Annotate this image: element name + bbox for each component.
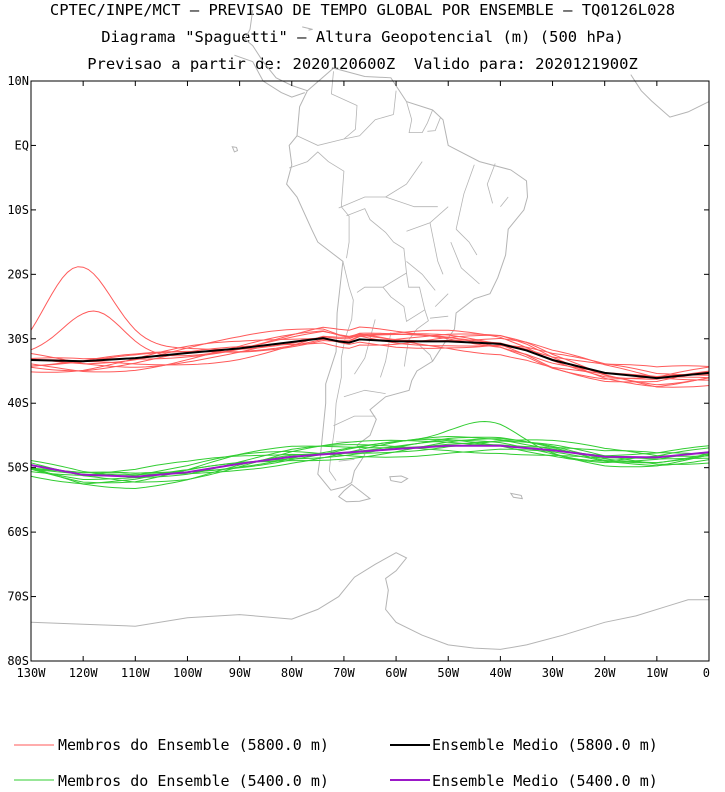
coast-central-america-pacific	[234, 54, 305, 98]
coast-falklands	[389, 475, 409, 484]
border-30	[338, 458, 355, 462]
border-6	[427, 117, 441, 132]
x-tick-label: 40W	[490, 666, 512, 680]
member-5800-10	[30, 337, 710, 376]
coast-greater-antilles	[302, 26, 313, 31]
x-tick-label: 130W	[17, 666, 47, 680]
x-tick-label: 120W	[69, 666, 99, 680]
border-0	[328, 261, 354, 481]
coast-south-america	[286, 67, 529, 491]
border-25	[354, 319, 376, 375]
border-12	[455, 164, 475, 230]
longitude-ticks: 130W 120W 110W 100W 90W 80W 70W 60W 50W 40W 30W 20W…	[17, 81, 710, 680]
y-tick-label: 10N	[7, 74, 29, 88]
latitude-ticks: 10N EQ 10S 20S 30S 40S 50S 60S 70S 80S	[7, 74, 709, 668]
border-11	[404, 340, 409, 367]
map-frame	[30, 80, 710, 662]
mean-5800-line	[30, 337, 710, 380]
title-line-2: Diagrama "Spaguetti" – Altura Geopotenci…	[101, 28, 624, 46]
border-22	[338, 196, 386, 209]
coast-africa	[630, 74, 710, 118]
x-tick-label: 0	[703, 666, 710, 680]
legend-label-black-mean: Ensemble Medio (5800.0 m)	[432, 736, 658, 754]
legend-label-purple-mean: Ensemble Medio (5400.0 m)	[432, 772, 658, 790]
x-tick-label: 20W	[594, 666, 616, 680]
border-17	[429, 222, 444, 275]
x-tick-label: 70W	[333, 666, 355, 680]
member-5400-8	[30, 439, 710, 490]
border-7	[346, 208, 407, 293]
y-tick-label: 80S	[7, 654, 29, 668]
y-tick-label: 30S	[7, 332, 29, 346]
x-tick-label: 50W	[437, 666, 459, 680]
y-tick-label: 50S	[7, 461, 29, 475]
x-tick-label: 110W	[121, 666, 151, 680]
member-5400-5	[30, 436, 710, 485]
legend: Membros do Ensemble (5800.0 m) Ensemble …	[14, 736, 658, 790]
coastlines	[30, 10, 710, 650]
border-21	[429, 315, 449, 319]
border-28	[333, 415, 376, 427]
y-tick-label: 70S	[7, 590, 29, 604]
x-tick-label: 30W	[542, 666, 564, 680]
border-2	[296, 114, 394, 146]
y-tick-label: 10S	[7, 203, 29, 217]
coast-south-georgia	[509, 492, 524, 500]
ensemble-members-5800	[30, 266, 710, 388]
x-tick-label: 60W	[385, 666, 407, 680]
member-5400-0	[30, 448, 710, 477]
border-14	[486, 163, 496, 204]
y-tick-label: 60S	[7, 525, 29, 539]
member-5400-6	[30, 438, 710, 474]
border-23	[385, 161, 423, 198]
member-5800-9	[30, 332, 710, 368]
x-tick-label: 90W	[229, 666, 251, 680]
x-tick-label: 80W	[281, 666, 303, 680]
coast-galapagos	[231, 146, 239, 153]
y-tick-label: 20S	[7, 267, 29, 281]
member-5800-0	[30, 266, 710, 380]
border-19	[450, 241, 480, 285]
border-1	[289, 151, 350, 259]
member-5800-8	[30, 329, 710, 380]
legend-label-green-members: Membros do Ensemble (5400.0 m)	[58, 772, 329, 790]
border-16	[406, 206, 449, 232]
coast-antarctica	[30, 552, 709, 650]
legend-label-red-members: Membros do Ensemble (5800.0 m)	[58, 736, 329, 754]
border-4	[393, 90, 397, 115]
title-line-1: CPTEC/INPE/MCT – PREVISAO DE TEMPO GLOBA…	[49, 1, 676, 19]
border-20	[434, 293, 449, 307]
border-3	[330, 71, 358, 140]
border-27	[343, 389, 386, 398]
border-18	[406, 261, 436, 291]
coast-tierra-del-fuego	[337, 483, 372, 503]
mean-5400-line	[30, 444, 710, 478]
x-tick-label: 10W	[646, 666, 668, 680]
border-15	[500, 196, 509, 207]
member-5400-7	[30, 439, 710, 483]
ensemble-means	[30, 337, 710, 478]
coast-central-america	[244, 10, 308, 92]
y-tick-label: EQ	[15, 138, 29, 152]
border-13	[455, 228, 478, 256]
border-8	[382, 272, 426, 323]
border-5	[406, 101, 433, 133]
ensemble-members-5400	[30, 420, 710, 490]
y-tick-label: 40S	[7, 396, 29, 410]
x-tick-label: 100W	[173, 666, 203, 680]
border-24	[385, 196, 438, 208]
